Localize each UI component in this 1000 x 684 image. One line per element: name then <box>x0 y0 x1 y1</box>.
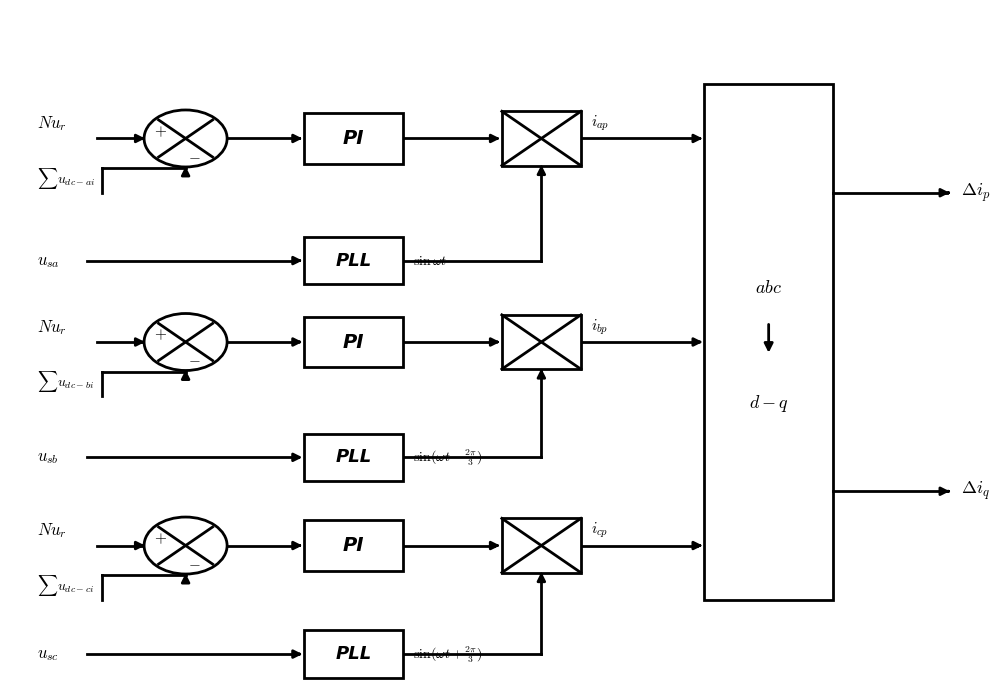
Text: $u_{sc}$: $u_{sc}$ <box>37 645 59 663</box>
Text: $\Delta i_q$: $\Delta i_q$ <box>961 480 990 502</box>
Text: $u_{sb}$: $u_{sb}$ <box>37 448 59 466</box>
Text: PI: PI <box>343 332 364 352</box>
Circle shape <box>144 313 227 371</box>
Bar <box>502 518 581 573</box>
Text: $abc$: $abc$ <box>755 278 782 297</box>
Bar <box>304 434 403 481</box>
Text: $-$: $-$ <box>188 148 200 163</box>
Circle shape <box>144 110 227 167</box>
Text: PLL: PLL <box>335 252 372 269</box>
Text: $\Delta i_p$: $\Delta i_p$ <box>961 182 991 204</box>
Text: $+$: $+$ <box>154 531 167 546</box>
Text: $i_{cp}$: $i_{cp}$ <box>591 521 608 540</box>
Bar <box>502 111 581 166</box>
Text: $\sum u_{dc-ai}$: $\sum u_{dc-ai}$ <box>37 166 96 191</box>
Text: PLL: PLL <box>335 448 372 466</box>
Bar <box>304 317 403 367</box>
Bar <box>304 237 403 285</box>
Text: $u_{sa}$: $u_{sa}$ <box>37 252 60 269</box>
Bar <box>304 520 403 571</box>
Text: $\sin(\omega t + \frac{2\pi}{3})$: $\sin(\omega t + \frac{2\pi}{3})$ <box>413 644 483 665</box>
Text: $Nu_r$: $Nu_r$ <box>37 318 67 337</box>
Text: $\sin \omega t$: $\sin \omega t$ <box>413 254 447 267</box>
Text: $-$: $-$ <box>188 555 200 570</box>
Text: PI: PI <box>343 536 364 555</box>
Text: $i_{bp}$: $i_{bp}$ <box>591 317 608 337</box>
Text: $d-q$: $d-q$ <box>749 393 789 414</box>
Bar <box>704 84 833 600</box>
Text: PLL: PLL <box>335 645 372 663</box>
Text: $+$: $+$ <box>154 328 167 343</box>
Text: $i_{ap}$: $i_{ap}$ <box>591 114 609 133</box>
Text: $\sin(\omega t - \frac{2\pi}{3})$: $\sin(\omega t - \frac{2\pi}{3})$ <box>413 447 483 468</box>
Circle shape <box>144 517 227 574</box>
Text: $\sum u_{dc-ci}$: $\sum u_{dc-ci}$ <box>37 573 95 598</box>
Bar <box>502 315 581 369</box>
Bar <box>304 113 403 164</box>
Text: $Nu_r$: $Nu_r$ <box>37 521 67 540</box>
Text: $-$: $-$ <box>188 352 200 367</box>
Text: $\sum u_{dc-bi}$: $\sum u_{dc-bi}$ <box>37 369 95 394</box>
Text: PI: PI <box>343 129 364 148</box>
Text: $Nu_r$: $Nu_r$ <box>37 114 67 133</box>
Text: $+$: $+$ <box>154 124 167 139</box>
Bar <box>304 631 403 678</box>
